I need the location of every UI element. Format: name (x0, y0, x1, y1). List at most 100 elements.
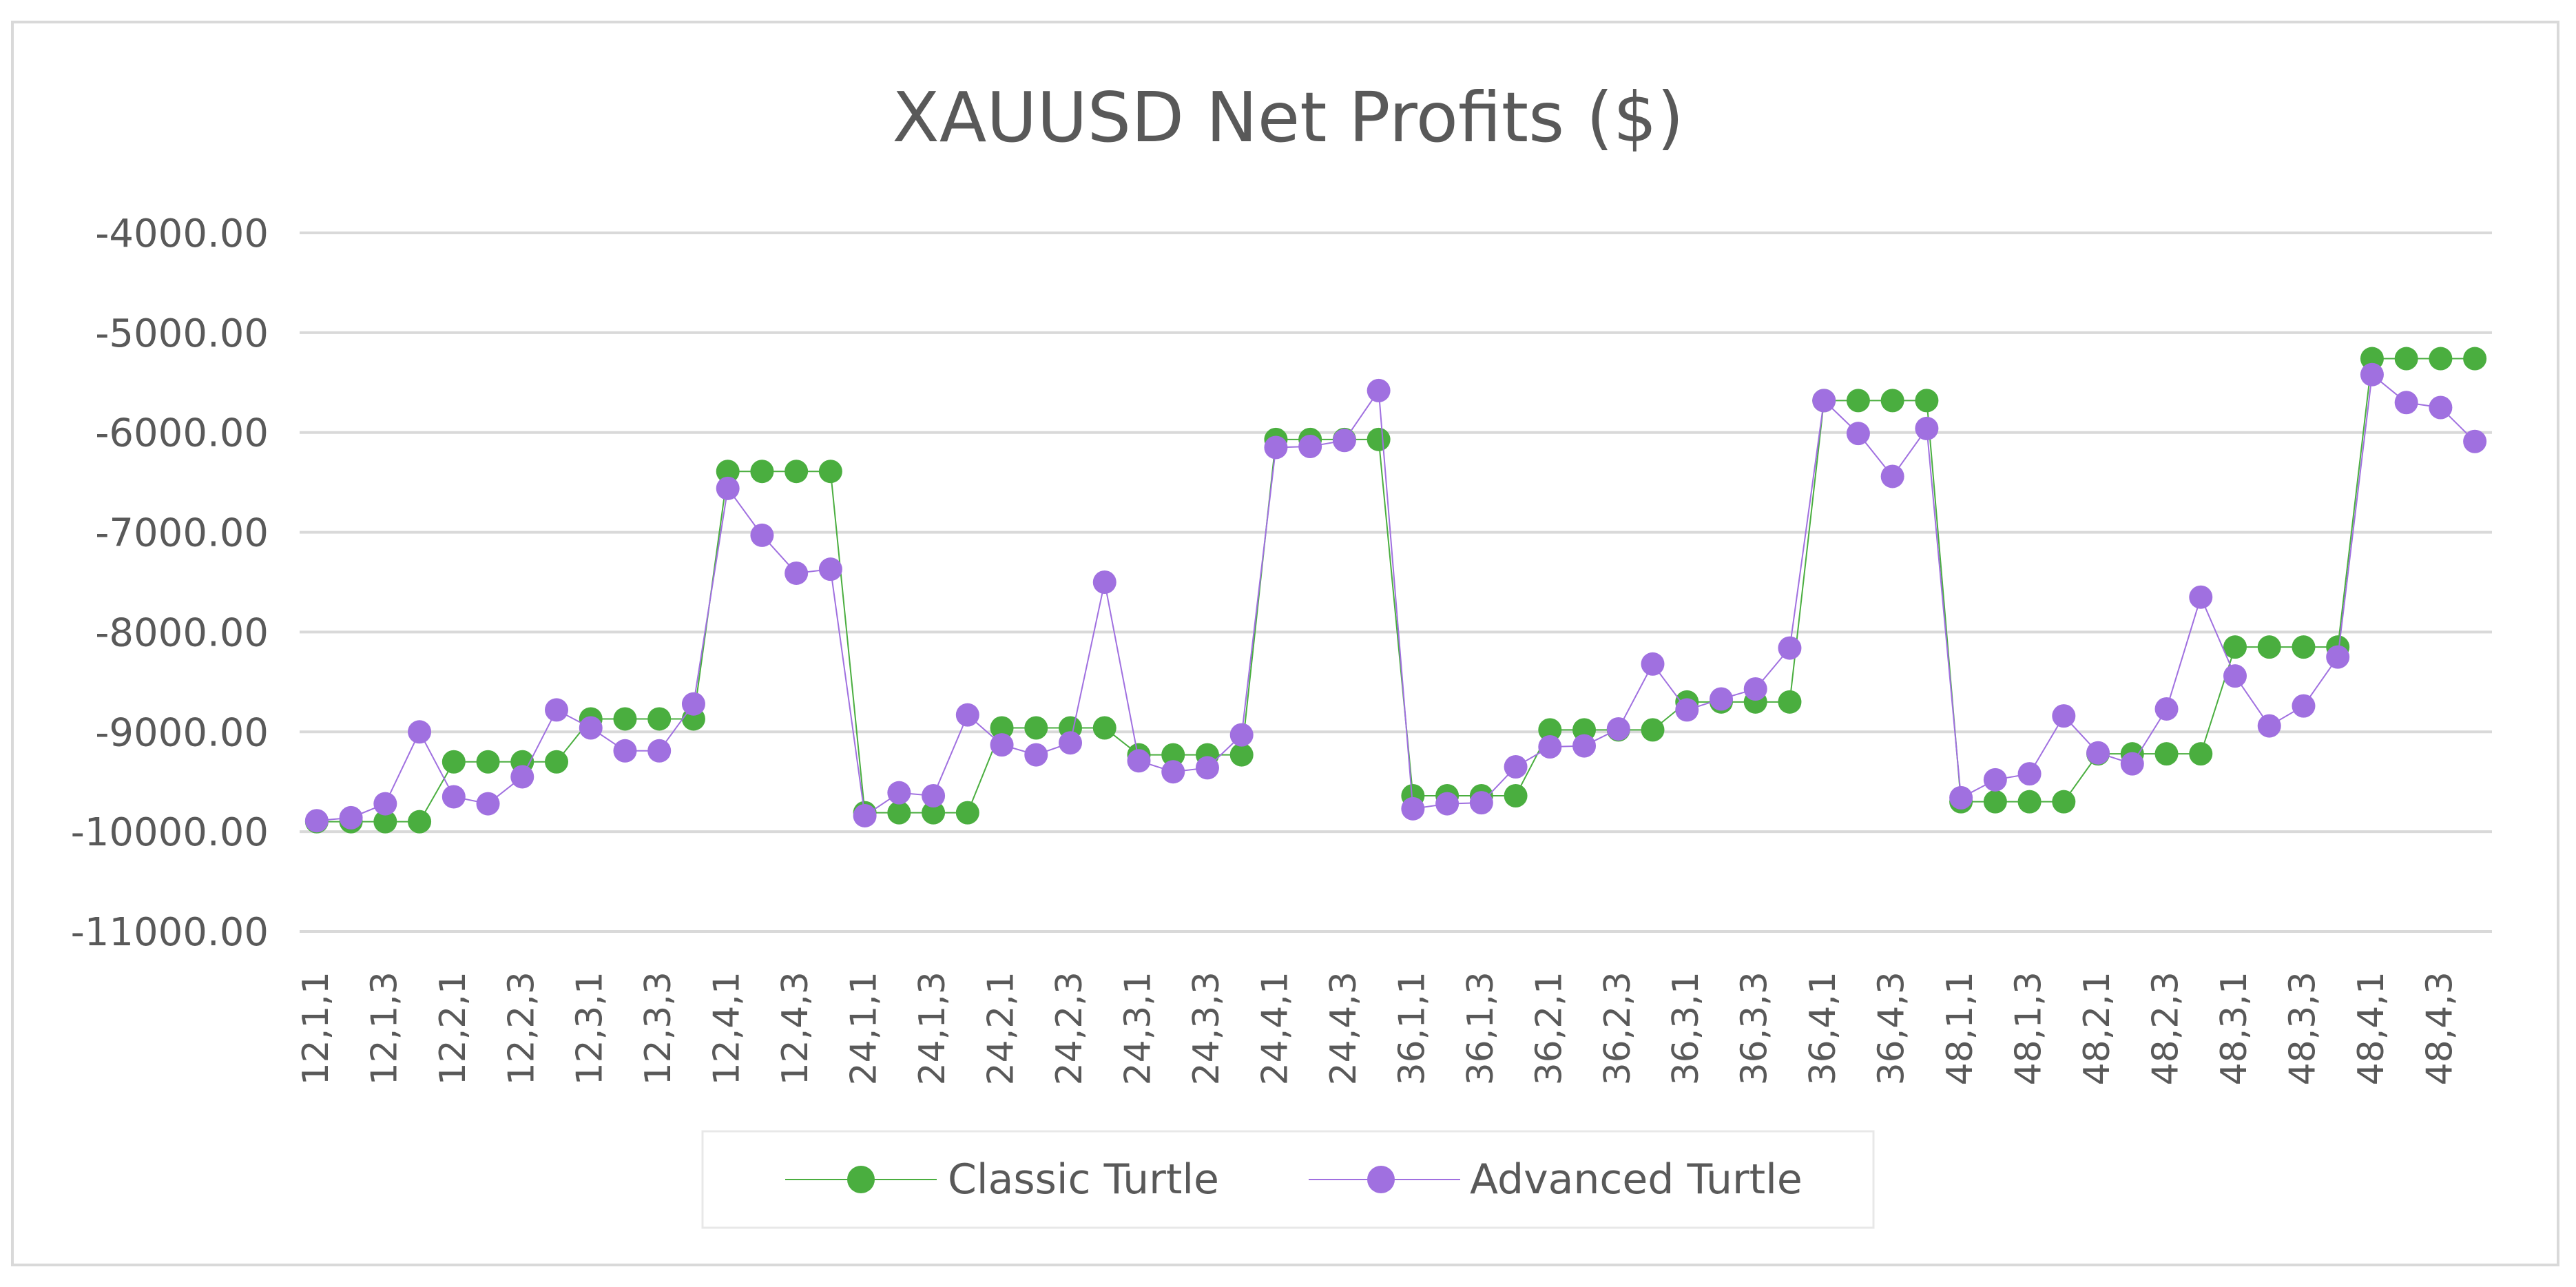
data-point (1675, 698, 1699, 722)
data-point (373, 810, 397, 834)
data-point (613, 739, 637, 763)
series-layer (304, 347, 2487, 834)
legend-marker-advanced-turtle (1367, 1166, 1395, 1193)
data-point (1778, 690, 1802, 714)
data-point (1778, 636, 1802, 660)
data-point (1024, 716, 1048, 740)
data-point (510, 765, 534, 789)
y-tick-label: -11000.00 (71, 910, 269, 955)
data-point (2292, 694, 2316, 718)
data-point (1743, 677, 1767, 701)
data-point (1641, 652, 1665, 676)
data-point (1504, 783, 1528, 807)
data-point (1846, 422, 1870, 446)
data-point (2086, 741, 2110, 765)
data-point (1092, 716, 1116, 740)
y-tick-label: -10000.00 (71, 810, 269, 855)
data-point (2463, 347, 2487, 371)
x-tick-label: 24,1,3 (912, 971, 953, 1085)
data-point (1332, 429, 1356, 453)
data-point (1469, 791, 1493, 815)
data-point (2429, 395, 2453, 420)
x-tick-label: 24,4,1 (1254, 971, 1296, 1085)
data-point (716, 460, 740, 484)
data-point (545, 750, 569, 774)
x-axis-tick-labels: 12,1,1 12,1,3 12,2,1 12,2,3 12,3,1 12,3,3 12,4… (295, 971, 2461, 1085)
data-point (408, 720, 432, 744)
data-point (1367, 427, 1391, 451)
data-point (442, 785, 466, 809)
data-point (647, 707, 672, 731)
data-point (2052, 704, 2076, 728)
data-point (853, 803, 877, 827)
data-point (1572, 734, 1597, 758)
legend-marker-classic-turtle (847, 1166, 875, 1193)
x-tick-label: 36,1,1 (1391, 971, 1433, 1085)
x-tick-label: 12,4,3 (775, 971, 816, 1085)
data-point (1161, 743, 1185, 767)
chart-frame (11, 21, 2559, 1266)
data-point (681, 692, 705, 716)
y-tick-label: -8000.00 (95, 610, 269, 655)
data-point (579, 716, 603, 740)
data-point (1606, 717, 1630, 741)
data-point (1846, 389, 1870, 413)
x-tick-label: 48,4,1 (2351, 971, 2392, 1085)
data-point (1538, 718, 1562, 742)
data-point (2052, 790, 2076, 814)
data-point (647, 739, 672, 763)
series-classic-turtle (304, 347, 2487, 834)
data-point (1641, 718, 1665, 742)
x-tick-label: 48,2,3 (2146, 971, 2187, 1085)
data-point (1812, 389, 1836, 413)
data-point (818, 557, 842, 581)
y-tick-label: -9000.00 (95, 710, 269, 755)
y-axis-tick-labels: -4000.00 -5000.00 -6000.00 -7000.00 -8000.00… (71, 212, 269, 955)
data-point (613, 707, 637, 731)
data-point (2394, 391, 2418, 415)
data-point (750, 460, 774, 484)
legend: Classic Turtle Advanced Turtle (701, 1130, 1875, 1229)
data-point (476, 792, 500, 816)
x-tick-label: 24,3,3 (1186, 971, 1227, 1085)
x-tick-label: 48,1,3 (2008, 971, 2050, 1085)
x-tick-label: 36,2,3 (1597, 971, 1639, 1085)
data-point (2189, 742, 2213, 766)
data-point (818, 460, 842, 484)
y-tick-label: -6000.00 (95, 411, 269, 456)
data-point (2120, 752, 2144, 776)
x-tick-label: 36,4,1 (1803, 971, 1844, 1085)
data-point (1915, 416, 1939, 440)
legend-box (701, 1130, 1875, 1229)
data-point (2154, 742, 2179, 766)
data-point (2017, 762, 2042, 786)
data-point (887, 781, 911, 805)
data-point (1880, 389, 1904, 413)
data-point (2257, 714, 2281, 738)
data-point (990, 733, 1014, 757)
data-point (1367, 378, 1391, 402)
data-point (955, 703, 979, 727)
data-point (373, 792, 397, 816)
data-point (2429, 347, 2453, 371)
x-tick-label: 12,1,3 (364, 971, 405, 1085)
x-tick-label: 48,1,1 (1940, 971, 1981, 1085)
data-point (2257, 635, 2281, 659)
data-point (2394, 347, 2418, 371)
data-point (1195, 756, 1219, 780)
x-tick-label: 12,4,1 (707, 971, 748, 1085)
x-tick-label: 12,3,3 (638, 971, 679, 1085)
data-point (2017, 790, 2042, 814)
x-tick-label: 36,3,3 (1734, 971, 1776, 1085)
x-tick-label: 12,3,1 (570, 971, 611, 1085)
series-line (316, 373, 2475, 822)
data-point (2223, 664, 2247, 688)
data-point (476, 750, 500, 774)
data-point (2154, 697, 2179, 721)
data-point (1161, 760, 1185, 784)
data-point (2189, 585, 2213, 609)
data-point (887, 801, 911, 825)
data-point (922, 801, 946, 825)
x-tick-label: 48,2,1 (2077, 971, 2118, 1085)
